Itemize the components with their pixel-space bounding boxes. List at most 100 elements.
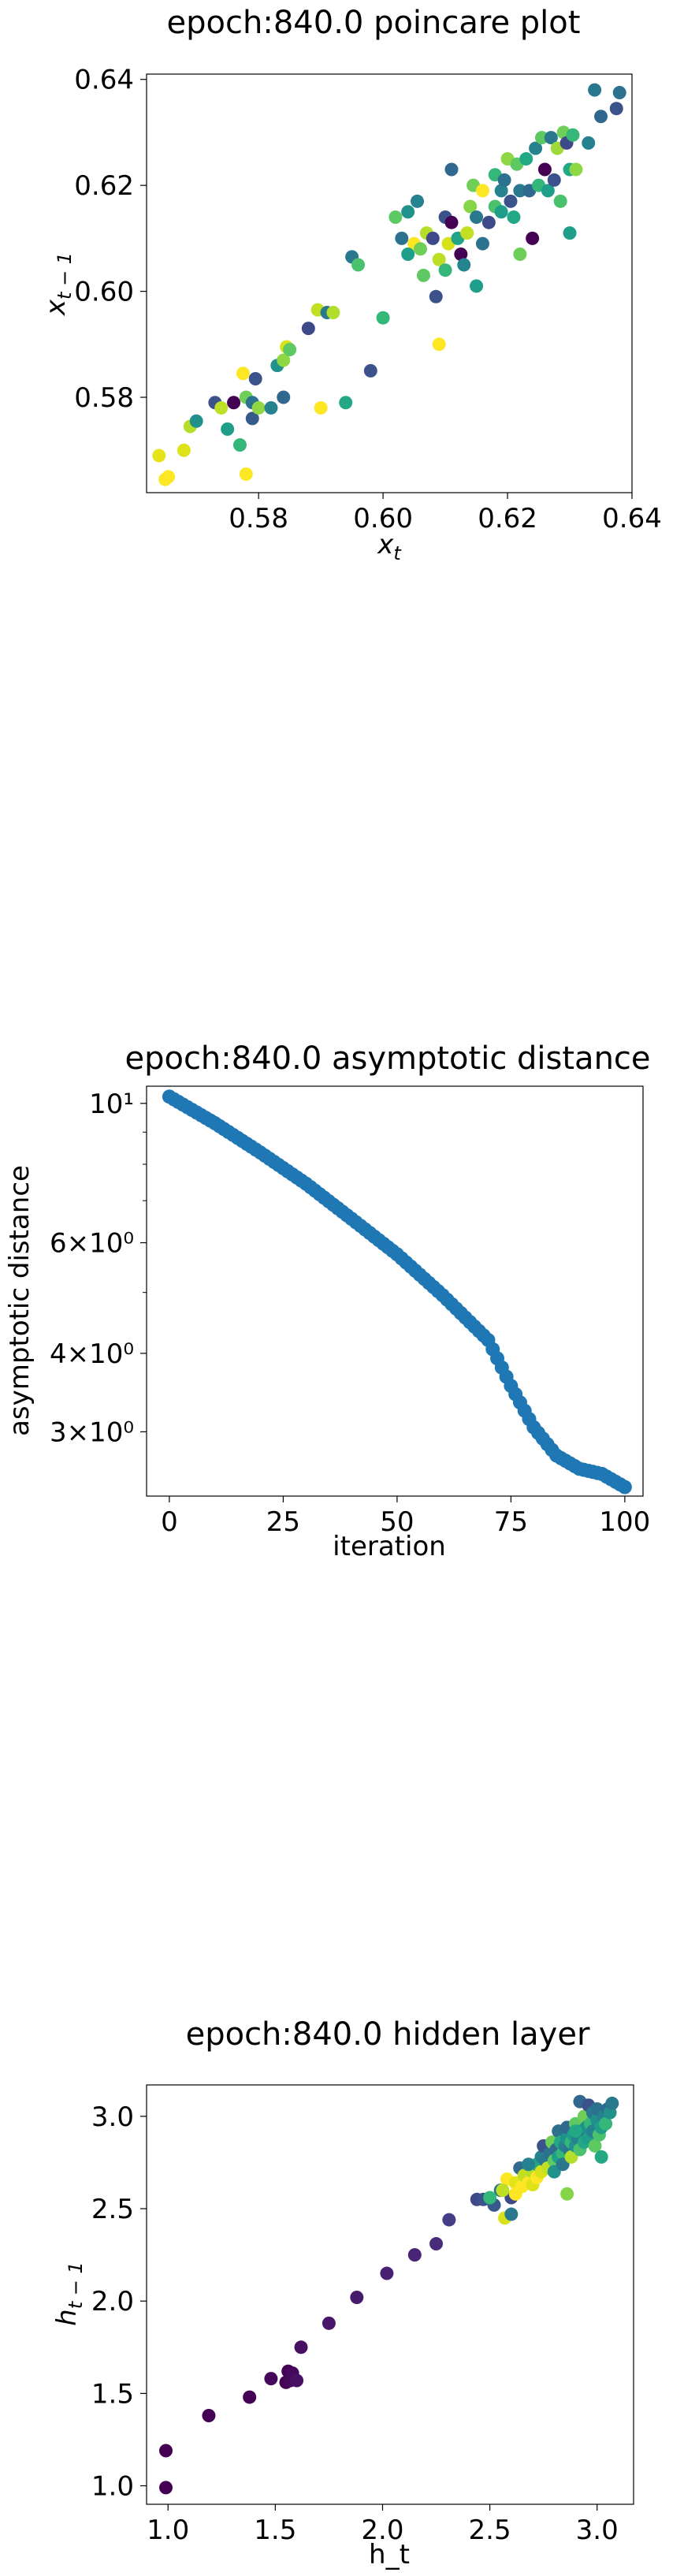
hidden-layer-y-ticks: 1.0 1.5 2.0 2.5 3.0 <box>91 2101 147 2503</box>
scatter-point <box>232 438 247 452</box>
scatter-point <box>541 184 555 198</box>
scatter-point <box>429 289 443 303</box>
asymptotic-distance-y-axis-label: asymptotic distance <box>4 1165 35 1436</box>
y-tick-label: 1.5 <box>91 2378 134 2410</box>
y-tick-label: 0.62 <box>74 170 134 202</box>
y-tick-label: 0.60 <box>74 277 134 308</box>
poincare-plot-points <box>152 83 626 486</box>
scatter-point <box>380 2266 394 2280</box>
scatter-point <box>588 83 602 97</box>
scatter-point <box>504 2207 519 2221</box>
scatter-point <box>416 268 430 282</box>
scatter-point <box>189 414 203 428</box>
scatter-point <box>301 322 315 336</box>
scatter-point <box>526 231 540 245</box>
scatter-point <box>395 231 409 245</box>
scatter-point <box>544 131 558 145</box>
scatter-point <box>470 279 484 293</box>
scatter-point <box>534 131 548 145</box>
scatter-point <box>504 194 518 208</box>
scatter-point <box>569 162 583 177</box>
y-tick-label: 0.64 <box>74 65 134 96</box>
scatter-point <box>407 2248 422 2262</box>
scatter-point <box>314 400 328 415</box>
scatter-point <box>588 2139 602 2153</box>
poincare-plot-x-ticks: 0.58 0.60 0.62 0.64 <box>229 493 662 534</box>
scatter-point <box>243 2390 257 2404</box>
scatter-point <box>470 210 484 224</box>
scatter-point <box>475 236 489 251</box>
scatter-point <box>177 443 191 457</box>
series-point <box>617 1480 632 1495</box>
scatter-point <box>560 2187 574 2201</box>
hidden-layer-chart: epoch:840.0 hidden layer 1.0 1.5 2.0 2.5 3.0… <box>51 2016 634 2570</box>
scatter-point <box>159 2444 173 2458</box>
scatter-point <box>159 2481 173 2495</box>
scatter-point <box>594 110 608 124</box>
scatter-point <box>494 184 508 198</box>
scatter-point <box>568 2124 582 2139</box>
scatter-point <box>429 2237 444 2251</box>
y-tick-label: 6×10⁰ <box>50 1228 134 1260</box>
scatter-point <box>494 205 508 219</box>
scatter-point <box>202 2409 216 2423</box>
y-tick-label: 2.0 <box>91 2286 134 2317</box>
scatter-point <box>522 2157 536 2172</box>
scatter-point <box>457 258 471 272</box>
scatter-point <box>513 184 527 198</box>
scatter-point <box>475 184 489 198</box>
scatter-point <box>463 199 478 214</box>
scatter-point <box>444 215 459 229</box>
poincare-plot-title: epoch:840.0 poincare plot <box>167 5 581 41</box>
scatter-point <box>432 337 446 352</box>
scatter-point <box>401 205 415 219</box>
scatter-point <box>508 2187 522 2201</box>
scatter-point <box>519 152 533 166</box>
y-tick-label: 10¹ <box>89 1089 134 1120</box>
scatter-point <box>537 162 552 177</box>
x-tick-label: 25 <box>266 1506 300 1538</box>
scatter-point <box>339 396 353 410</box>
scatter-point <box>483 2191 497 2205</box>
scatter-point <box>442 2213 456 2227</box>
asymptotic-distance-chart: epoch:840.0 asymptotic distance 0 25 50 75 1… <box>4 1040 651 1562</box>
scatter-point <box>599 2116 613 2131</box>
x-tick-label: 2.5 <box>469 2515 511 2546</box>
scatter-point <box>294 2340 308 2355</box>
scatter-point <box>401 248 415 262</box>
hidden-layer-y-axis-label: ht − 1 <box>51 2261 87 2326</box>
scatter-point <box>566 128 580 142</box>
x-tick-label: 2.0 <box>361 2515 403 2546</box>
scatter-point <box>612 86 626 100</box>
poincare-plot-y-axis-label: xt − 1 <box>40 252 76 316</box>
scatter-point <box>454 248 468 262</box>
scatter-point <box>609 102 623 116</box>
scatter-point <box>388 210 403 224</box>
scatter-point <box>290 2373 304 2388</box>
x-tick-label: 1.0 <box>147 2515 189 2546</box>
scatter-point <box>162 470 176 484</box>
scatter-point <box>563 226 577 240</box>
x-tick-label: 100 <box>599 1506 650 1538</box>
y-tick-label: 0.58 <box>74 382 134 414</box>
scatter-point <box>236 367 250 381</box>
asymptotic-distance-title: epoch:840.0 asymptotic distance <box>125 1040 650 1077</box>
x-tick-label: 0.62 <box>478 503 537 534</box>
scatter-point <box>214 400 229 415</box>
y-tick-label: 3.0 <box>91 2101 134 2133</box>
scatter-point <box>245 411 259 426</box>
y-tick-label: 1.0 <box>91 2471 134 2503</box>
asymptotic-distance-x-axis-label: iteration <box>333 1531 446 1562</box>
scatter-point <box>264 2372 278 2386</box>
scatter-point <box>553 194 567 208</box>
scatter-point <box>496 2183 510 2198</box>
scatter-point <box>227 396 241 410</box>
scatter-point <box>326 305 340 319</box>
scatter-point <box>264 400 278 415</box>
scatter-point <box>221 422 235 436</box>
scatter-point <box>351 258 366 272</box>
x-tick-label: 75 <box>494 1506 528 1538</box>
scatter-point <box>277 390 291 404</box>
hidden-layer-x-ticks: 1.0 1.5 2.0 2.5 3.0 <box>147 2504 619 2546</box>
poincare-plot-axes-frame <box>146 73 633 493</box>
